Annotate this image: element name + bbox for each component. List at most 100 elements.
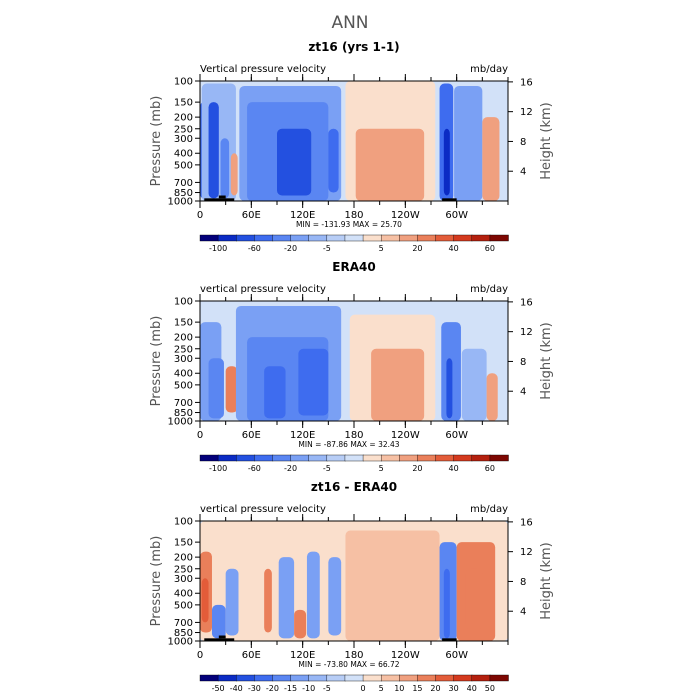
colorbar-swatch [380,454,400,462]
contour-region [264,568,272,633]
colorbar-label: 60 [485,244,495,253]
colorbar-swatch [326,234,346,242]
y-tick-label: 200 [174,553,193,564]
contour-region [345,530,440,641]
contour-region [201,578,209,623]
contour-region [443,128,450,196]
colorbar-swatch [453,234,473,242]
y2-tick-label: 16 [520,297,533,308]
y-tick-label: 100 [174,297,193,308]
colorbar-swatch [362,674,382,682]
units-label: mb/day [470,64,508,75]
y-tick-label: 250 [174,124,193,135]
contour-region [306,551,320,639]
x-tick-label: 60W [445,650,468,661]
colorbar-label: 40 [449,244,459,253]
colorbar-swatch [326,674,346,682]
colorbar-swatch [399,234,419,242]
contour-field [200,81,508,201]
y2-tick-label: 4 [520,607,526,618]
chart-panel-1: zt16 (yrs 1-1) Vertical pressure velocity… [149,40,554,253]
x-tick-label: 60W [445,210,468,221]
x-tick-label: 60E [242,430,261,441]
contour-region [454,85,483,201]
colorbar-swatch [290,454,310,462]
units-label: mb/day [470,284,508,295]
stats-text: MIN = -87.86 MAX = 32.43 [298,440,399,449]
colorbar-swatch [399,454,419,462]
contour-region [220,138,230,199]
colorbar-swatch [453,454,473,462]
panel-title: ERA40 [332,260,375,274]
y-tick-label: 700 [174,398,193,409]
colorbar-swatch [417,454,437,462]
colorbar-swatch [217,454,237,462]
colorbar-label: 50 [485,684,495,693]
contour-region [328,128,339,193]
colorbar-label: 10 [394,684,404,693]
colorbar-label: 20 [412,464,422,473]
y-tick-label: 500 [174,380,193,391]
stats-text: MIN = -73.80 MAX = 66.72 [298,660,399,669]
topography-mask [218,195,226,199]
colorbar-swatch [380,674,400,682]
contour-field [200,301,508,421]
colorbar-label: -60 [248,464,261,473]
y2-tick-label: 8 [520,357,526,368]
x-tick-label: 0 [197,430,203,441]
y-axis-title: Pressure (mb) [149,536,164,627]
y2-tick-label: 12 [520,547,533,558]
y2-tick-label: 16 [520,77,533,88]
colorbar-label: -20 [284,244,297,253]
colorbar-label: -5 [323,464,331,473]
contour-region [264,366,286,419]
colorbar-swatch [417,234,437,242]
stats-text: MIN = -131.93 MAX = 25.70 [296,220,402,229]
colorbar-label: 40 [449,464,459,473]
contour-region [328,557,342,636]
topography-mask [442,638,457,641]
colorbar-swatch [199,234,219,242]
colorbar-swatch [290,674,310,682]
y-tick-label: 300 [174,134,193,145]
y-tick-label: 400 [174,149,193,160]
colorbar-label: -50 [212,684,225,693]
colorbar-swatch [471,454,491,462]
colorbar-label: -5 [323,244,331,253]
colorbar-label: 20 [430,684,440,693]
colorbar-swatch [236,234,256,242]
y-tick-label: 700 [174,618,193,629]
y-tick-label: 400 [174,589,193,600]
colorbar-swatch [290,234,310,242]
colorbar-swatch [254,234,274,242]
contour-region [278,557,295,639]
x-tick-label: 180 [344,430,363,441]
colorbar-label: 5 [379,464,384,473]
colorbar-swatch [489,234,509,242]
contour-region [211,604,226,639]
colorbar: -50 -40 -30 -20 -15 -10 -5 0 5 10 15 20 30 40 50 [199,674,509,693]
y-tick-label: 850 [174,628,193,639]
x-tick-label: 60E [242,210,261,221]
chart-panel-3: zt16 - ERA40 vertical pressure velocity mb… [149,480,554,693]
x-tick-label: 0 [197,650,203,661]
chart-panel-2: ERA40 vertical pressure velocity mb/day 100… [149,260,554,473]
y-axis-title: Pressure (mb) [149,96,164,187]
colorbar-label: -100 [209,464,227,473]
y2-tick-label: 12 [520,327,533,338]
colorbar: -100 -60 -20 -5 5 20 40 60 [199,234,509,253]
panel-title: zt16 (yrs 1-1) [308,40,399,54]
topography-mask [218,635,226,639]
contour-region [225,568,239,636]
colorbar-label: -10 [302,684,315,693]
left-label: vertical pressure velocity [200,284,326,295]
colorbar-label: -100 [209,244,227,253]
colorbar-label: -20 [266,684,279,693]
y2-tick-label: 16 [520,517,533,528]
colorbar-swatch [308,454,328,462]
colorbar-swatch [236,454,256,462]
contour-region [277,128,312,196]
colorbar-swatch [217,234,237,242]
y-tick-label: 200 [174,333,193,344]
contour-region [461,348,487,421]
